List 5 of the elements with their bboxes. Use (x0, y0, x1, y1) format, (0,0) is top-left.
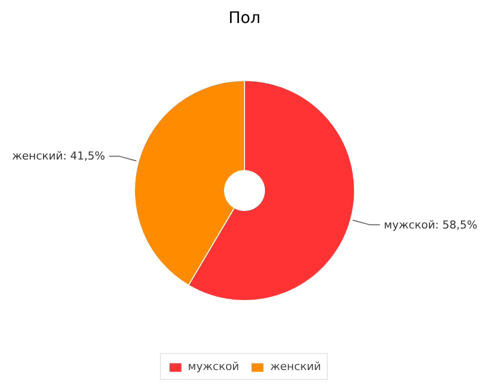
data-label: мужской: 58,5% (384, 218, 478, 232)
legend-label: женский (270, 360, 322, 373)
legend-label: мужской (188, 360, 240, 373)
chart-title: Пол (228, 8, 261, 27)
data-label: женский: 41,5% (12, 150, 106, 163)
